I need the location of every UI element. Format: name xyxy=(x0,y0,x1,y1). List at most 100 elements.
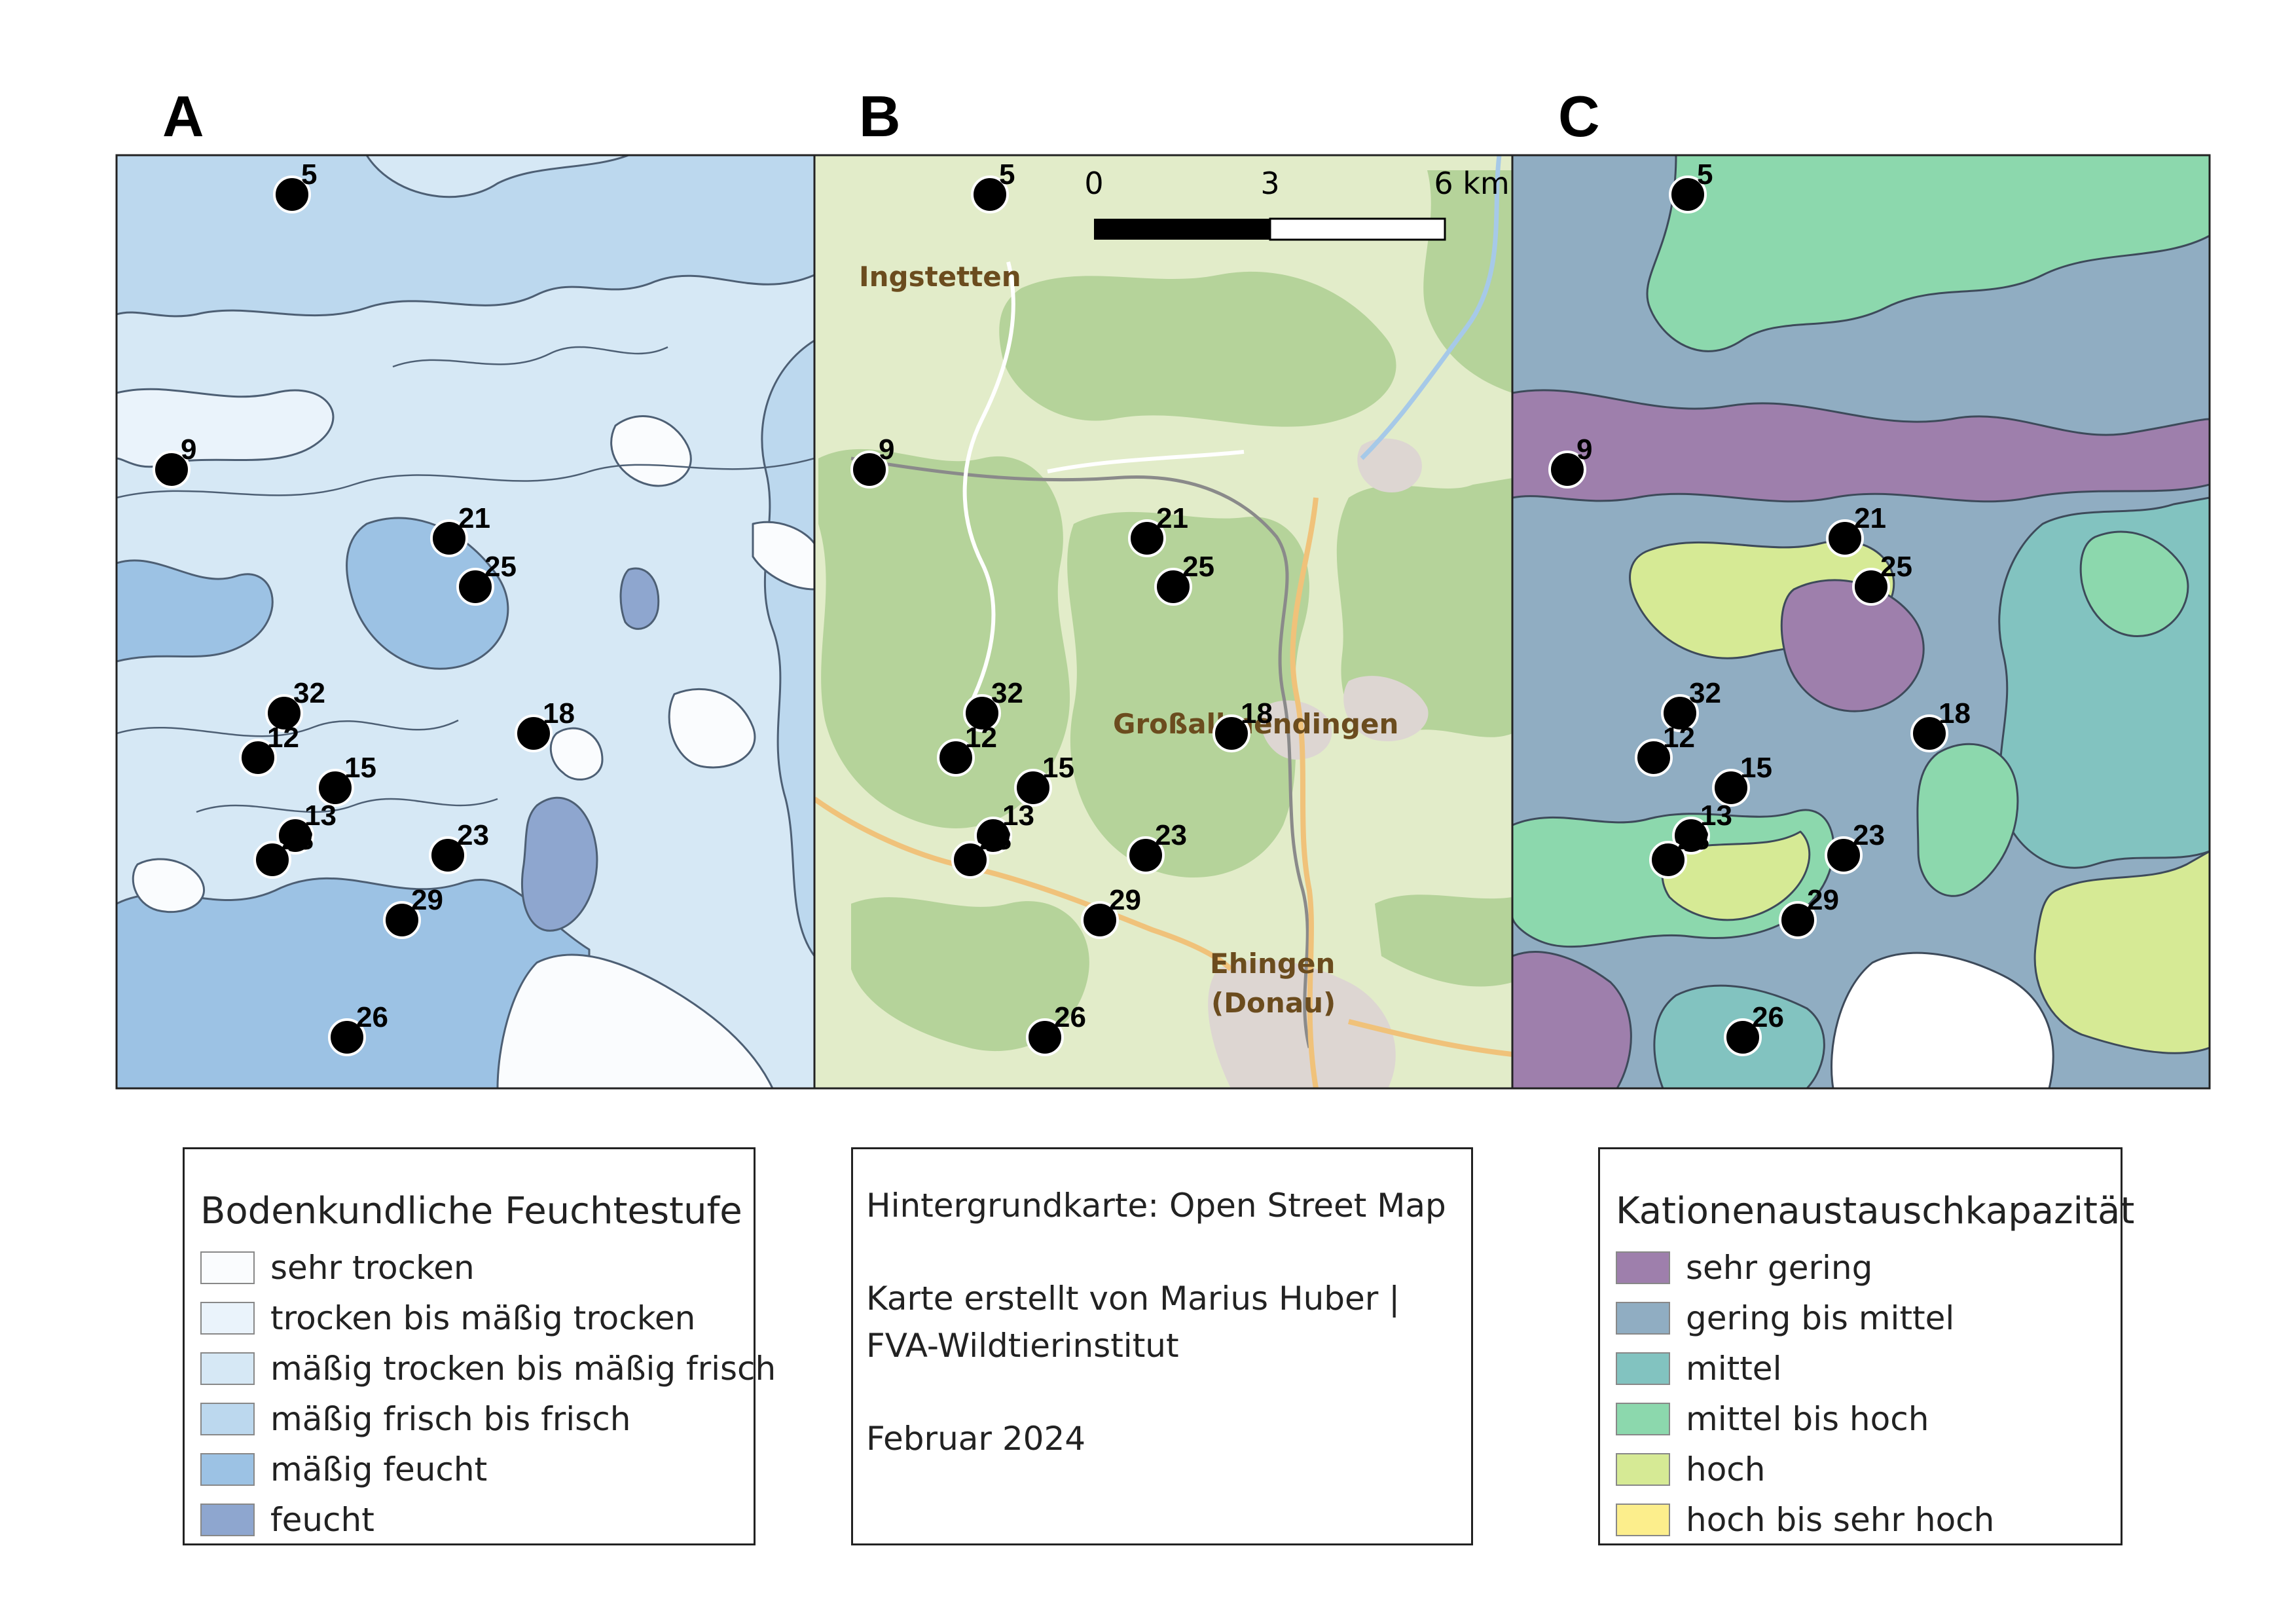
site-label: 18 xyxy=(1241,697,1273,729)
legend-swatch xyxy=(200,1352,255,1385)
legend-moisture-items: sehr trocken trocken bis mäßig trocken m… xyxy=(200,1242,776,1545)
legend-cec-title: Kationenaustauschkapazität xyxy=(1616,1190,2135,1232)
site-marker xyxy=(273,175,311,213)
site-label: 18 xyxy=(1939,697,1971,729)
site-marker xyxy=(1669,175,1707,213)
site-label: 9 xyxy=(1576,434,1592,466)
moisture-zone-dry-right xyxy=(752,521,814,591)
legend-swatch xyxy=(1616,1352,1670,1385)
site-marker xyxy=(328,1018,366,1056)
site-marker xyxy=(1212,714,1250,752)
legend-cec-items: sehr gering gering bis mittel mittel mit… xyxy=(1616,1242,1994,1545)
site-label: 29 xyxy=(411,884,443,916)
osm-town-schelklingen xyxy=(1357,438,1422,492)
credit-institute: FVA-Wildtierinstitut xyxy=(866,1327,1179,1365)
site-label: 12 xyxy=(965,722,997,754)
site-label: 21 xyxy=(1156,502,1188,534)
site-marker xyxy=(1081,901,1119,939)
moisture-boundary-2 xyxy=(117,719,459,737)
site-label: 26 xyxy=(1752,1001,1784,1033)
site-marker xyxy=(1910,714,1948,752)
site-marker xyxy=(1548,451,1586,489)
osm-road-k7409 xyxy=(1047,450,1245,473)
osm-road-b311 xyxy=(1348,1019,1512,1057)
legend-cec: Kationenaustauschkapazität sehr gering g… xyxy=(1598,1147,2134,1545)
scale-label-0: 0 xyxy=(1084,166,1103,201)
moisture-zone-dry-west xyxy=(132,858,206,913)
site-label: 25 xyxy=(484,551,517,583)
site-label: 28 xyxy=(1677,824,1709,856)
osm-forest-west xyxy=(818,449,1070,828)
site-marker xyxy=(1128,519,1166,557)
site-marker xyxy=(265,694,303,732)
legend-swatch xyxy=(200,1301,255,1335)
legend-item: sehr trocken xyxy=(200,1242,776,1293)
legend-swatch xyxy=(200,1452,255,1486)
site-marker xyxy=(1779,901,1817,939)
legend-moisture: Bodenkundliche Feuchtestufe sehr trocken… xyxy=(183,1147,776,1545)
osm-forest-south xyxy=(851,897,1089,1052)
site-label: 15 xyxy=(1042,752,1074,784)
site-label: 13 xyxy=(1700,800,1732,832)
site-marker xyxy=(1635,739,1673,777)
legend-item-label: gering bis mittel xyxy=(1686,1299,1955,1337)
osm-forest-southeast xyxy=(1375,895,1512,987)
map-panel-osm: Ingstetten Großallmendingen Ehingen (Don… xyxy=(814,155,1512,1088)
site-marker xyxy=(1712,769,1750,807)
site-marker xyxy=(951,841,989,879)
scale-bar: 0 3 6 km xyxy=(1084,166,1510,241)
legend-item-label: sehr gering xyxy=(1686,1248,1873,1287)
panel-frame-c xyxy=(1511,154,2211,1090)
site-label: 12 xyxy=(1663,722,1695,754)
moisture-boundary-4 xyxy=(392,346,668,368)
osm-town-ehingen xyxy=(1208,959,1396,1088)
scale-label-3: 3 xyxy=(1260,166,1279,201)
site-label: 32 xyxy=(293,677,325,709)
legend-moisture-title: Bodenkundliche Feuchtestufe xyxy=(200,1190,742,1232)
site-marker xyxy=(963,694,1001,732)
scale-bar-segment-dark xyxy=(1094,219,1270,240)
credit-author: Karte erstellt von Marius Huber | xyxy=(866,1280,1400,1318)
legend-item: mäßig feucht xyxy=(200,1444,776,1494)
osm-town-allmendingen xyxy=(1260,700,1332,760)
site-label: 9 xyxy=(879,434,894,466)
legend-item-label: trocken bis mäßig trocken xyxy=(270,1299,696,1337)
osm-river-blau xyxy=(1360,155,1502,460)
site-label: 5 xyxy=(1697,158,1713,191)
legend-item: gering bis mittel xyxy=(1616,1293,1994,1343)
site-marker xyxy=(253,841,291,879)
legend-item: hoch bis sehr hoch xyxy=(1616,1494,1994,1545)
legend-item: mittel bis hoch xyxy=(1616,1393,1994,1444)
site-label: 15 xyxy=(344,752,376,784)
cec-zone-hoch-east xyxy=(2033,850,2210,1054)
moisture-zone-wet-east xyxy=(619,567,660,630)
legend-item-label: feucht xyxy=(270,1500,374,1539)
site-label: 29 xyxy=(1807,884,1839,916)
legend-item-label: mäßig feucht xyxy=(270,1450,488,1488)
site-label: 23 xyxy=(457,819,489,851)
site-label: 12 xyxy=(267,722,299,754)
moisture-zone-dry-east xyxy=(668,688,756,769)
site-label: 18 xyxy=(543,697,575,729)
site-label: 5 xyxy=(301,158,317,191)
legend-item-label: hoch xyxy=(1686,1450,1766,1488)
site-marker xyxy=(971,175,1009,213)
site-label: 13 xyxy=(304,800,337,832)
legend-swatch xyxy=(1616,1251,1670,1284)
legend-swatch xyxy=(1616,1301,1670,1335)
cec-zone-mittel-hoch-east xyxy=(2079,530,2189,637)
moisture-zone-wet-valley xyxy=(520,796,598,932)
site-marker xyxy=(1649,841,1687,879)
osm-railway xyxy=(850,456,1311,1048)
moisture-boundary-1 xyxy=(117,457,814,499)
site-label: 15 xyxy=(1740,752,1772,784)
site-label: 23 xyxy=(1155,819,1187,851)
osm-forest-centre xyxy=(1067,511,1309,877)
scale-label-6km: 6 km xyxy=(1434,166,1509,201)
panel-letter-a: A xyxy=(162,84,204,149)
site-marker xyxy=(937,739,975,777)
site-label: 28 xyxy=(979,824,1011,856)
osm-road-b492 xyxy=(1290,497,1319,1088)
place-label-donau: (Donau) xyxy=(1211,987,1336,1019)
